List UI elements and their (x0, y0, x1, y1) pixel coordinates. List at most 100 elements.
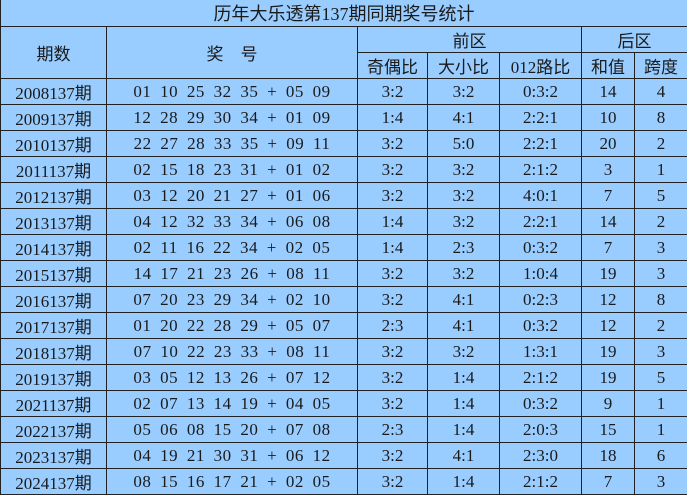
cell-big-small: 1:4 (428, 365, 500, 391)
cell-sum: 7 (582, 183, 635, 209)
cell-big-small: 4:1 (428, 287, 500, 313)
table-title: 历年大乐透第137期同期奖号统计 (1, 0, 687, 27)
cell-period: 2019137期 (1, 365, 107, 391)
cell-odd-even: 1:4 (358, 235, 428, 261)
cell-span: 1 (635, 157, 687, 183)
cell-road-012: 2:2:1 (500, 105, 582, 131)
cell-road-012: 0:3:2 (500, 79, 582, 105)
cell-road-012: 2:0:3 (500, 417, 582, 443)
cell-road-012: 0:3:2 (500, 391, 582, 417)
cell-odd-even: 3:2 (358, 183, 428, 209)
cell-sum: 18 (582, 443, 635, 469)
cell-road-012: 2:2:1 (500, 131, 582, 157)
cell-road-012: 2:1:2 (500, 365, 582, 391)
cell-span: 5 (635, 365, 687, 391)
cell-road-012: 0:3:2 (500, 235, 582, 261)
header-big-small: 大小比 (428, 53, 500, 79)
cell-big-small: 3:2 (428, 157, 500, 183)
cell-road-012: 2:1:2 (500, 157, 582, 183)
cell-span: 1 (635, 391, 687, 417)
cell-sum: 10 (582, 105, 635, 131)
cell-odd-even: 1:4 (358, 209, 428, 235)
cell-span: 4 (635, 79, 687, 105)
cell-period: 2009137期 (1, 105, 107, 131)
cell-big-small: 3:2 (428, 183, 500, 209)
cell-big-small: 5:0 (428, 131, 500, 157)
cell-span: 2 (635, 131, 687, 157)
cell-numbers: 04 19 21 30 31 + 06 12 (107, 443, 358, 469)
cell-sum: 20 (582, 131, 635, 157)
cell-big-small: 3:2 (428, 79, 500, 105)
cell-big-small: 3:2 (428, 339, 500, 365)
cell-numbers: 04 12 32 33 34 + 06 08 (107, 209, 358, 235)
cell-span: 3 (635, 235, 687, 261)
cell-period: 2024137期 (1, 469, 107, 495)
cell-numbers: 12 28 29 30 34 + 01 09 (107, 105, 358, 131)
cell-big-small: 3:2 (428, 209, 500, 235)
header-odd-even: 奇偶比 (358, 53, 428, 79)
cell-road-012: 1:0:4 (500, 261, 582, 287)
cell-numbers: 02 11 16 22 34 + 02 05 (107, 235, 358, 261)
cell-road-012: 2:3:0 (500, 443, 582, 469)
cell-big-small: 2:3 (428, 235, 500, 261)
cell-sum: 7 (582, 235, 635, 261)
cell-odd-even: 3:2 (358, 131, 428, 157)
cell-period: 2017137期 (1, 313, 107, 339)
cell-road-012: 1:3:1 (500, 339, 582, 365)
cell-numbers: 08 15 16 17 21 + 02 05 (107, 469, 358, 495)
header-sum: 和值 (582, 53, 635, 79)
cell-period: 2018137期 (1, 339, 107, 365)
cell-span: 3 (635, 339, 687, 365)
cell-sum: 12 (582, 287, 635, 313)
cell-numbers: 01 20 22 28 29 + 05 07 (107, 313, 358, 339)
header-numbers: 奖 号 (107, 27, 358, 79)
cell-odd-even: 3:2 (358, 339, 428, 365)
cell-odd-even: 1:4 (358, 105, 428, 131)
cell-span: 8 (635, 287, 687, 313)
cell-period: 2011137期 (1, 157, 107, 183)
cell-road-012: 4:0:1 (500, 183, 582, 209)
cell-period: 2008137期 (1, 79, 107, 105)
cell-span: 5 (635, 183, 687, 209)
cell-sum: 12 (582, 313, 635, 339)
cell-period: 2022137期 (1, 417, 107, 443)
cell-period: 2015137期 (1, 261, 107, 287)
cell-span: 2 (635, 209, 687, 235)
header-front-zone: 前区 (358, 27, 582, 53)
header-road-012: 012路比 (500, 53, 582, 79)
cell-road-012: 2:1:2 (500, 469, 582, 495)
cell-period: 2012137期 (1, 183, 107, 209)
cell-odd-even: 3:2 (358, 391, 428, 417)
cell-period: 2016137期 (1, 287, 107, 313)
header-span: 跨度 (635, 53, 687, 79)
cell-sum: 15 (582, 417, 635, 443)
cell-numbers: 03 12 20 21 27 + 01 06 (107, 183, 358, 209)
cell-span: 6 (635, 443, 687, 469)
cell-road-012: 0:3:2 (500, 313, 582, 339)
cell-period: 2023137期 (1, 443, 107, 469)
cell-sum: 19 (582, 365, 635, 391)
cell-big-small: 3:2 (428, 261, 500, 287)
cell-period: 2021137期 (1, 391, 107, 417)
cell-big-small: 1:4 (428, 417, 500, 443)
cell-numbers: 22 27 28 33 35 + 09 11 (107, 131, 358, 157)
cell-sum: 3 (582, 157, 635, 183)
cell-odd-even: 3:2 (358, 443, 428, 469)
cell-big-small: 4:1 (428, 443, 500, 469)
cell-period: 2014137期 (1, 235, 107, 261)
cell-odd-even: 3:2 (358, 287, 428, 313)
cell-sum: 14 (582, 79, 635, 105)
